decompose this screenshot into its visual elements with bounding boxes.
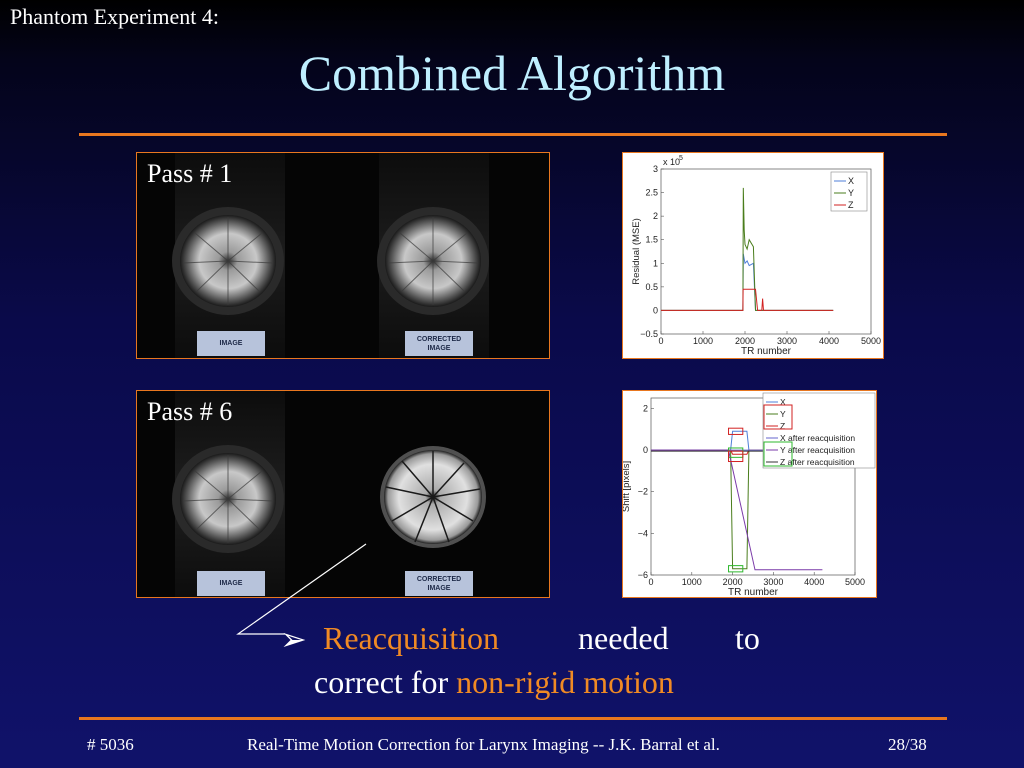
legend-label: Y after reacquisition bbox=[780, 445, 855, 455]
pass-label: Pass # 1 bbox=[147, 159, 233, 188]
legend-label: Z bbox=[780, 421, 785, 431]
x-tick-label: 4000 bbox=[819, 336, 839, 346]
bullet-arrow: ➢ bbox=[280, 621, 307, 657]
legend-label: Z after reacquisition bbox=[780, 457, 855, 467]
highlight-box bbox=[728, 427, 744, 435]
x-tick-label: 4000 bbox=[804, 577, 824, 587]
x-tick-label: 1000 bbox=[693, 336, 713, 346]
legend-label: X after reacquisition bbox=[780, 433, 855, 443]
bullet-prefix: correct for bbox=[314, 664, 457, 700]
x-tick-label: 2000 bbox=[723, 577, 743, 587]
tag-line-1: CORRECTED bbox=[416, 575, 462, 583]
y-tick-label: −2 bbox=[638, 487, 648, 497]
y-multiplier-label: x 10 bbox=[663, 157, 680, 167]
bullet-word-to: to bbox=[735, 620, 760, 656]
y-tick-label: 1.5 bbox=[645, 235, 658, 245]
x-tick-label: 0 bbox=[658, 336, 663, 346]
x-axis-label: TR number bbox=[741, 346, 792, 357]
bullet-word-needed: needed bbox=[578, 620, 669, 656]
image-tag: IMAGE bbox=[197, 331, 265, 356]
bullet-highlight-nonrigid: non-rigid motion bbox=[456, 664, 674, 700]
y-exponent-label: 5 bbox=[679, 155, 683, 162]
residual-plot-svg: 0 1000 2000 3000 4000 5000−0.500.511.522.53TR… bbox=[631, 155, 881, 357]
highlight-box bbox=[728, 450, 744, 463]
bullet-highlight-reacquisition: Reacquisition bbox=[323, 620, 499, 656]
shift-plot-svg: 0 1000 2000 3000 4000 5000 −6 −4 −2 0 2 TR number Sh… bbox=[621, 392, 876, 598]
x-tick-label: 3000 bbox=[777, 336, 797, 346]
y-tick-label: 0.5 bbox=[645, 282, 658, 292]
legend-label: Z bbox=[848, 200, 854, 210]
mri-panel-pass-1: Pass # 1 IMAGE CORRECTED IMAGE bbox=[136, 152, 550, 359]
footer-id: # 5036 bbox=[87, 735, 134, 754]
mri-image-pass-1 bbox=[137, 153, 549, 358]
y-tick-label: −0.5 bbox=[640, 329, 658, 339]
corrected-image-tag: CORRECTED IMAGE bbox=[405, 571, 473, 596]
legend-label: Y bbox=[848, 188, 854, 198]
bottom-divider bbox=[79, 717, 947, 720]
mri-image-pass-6 bbox=[137, 391, 549, 597]
residual-plot: 0 1000 2000 3000 4000 5000 −0.5 0 0.5 1 1.5 2 2.5 3 TR… bbox=[622, 152, 884, 359]
pass-label: Pass # 6 bbox=[147, 397, 233, 426]
series-line-y bbox=[661, 187, 834, 311]
y-tick-label: 0 bbox=[653, 305, 658, 315]
series-line-z bbox=[661, 288, 834, 311]
page-number: 28/38 bbox=[888, 735, 927, 754]
x-tick-label: 5000 bbox=[845, 577, 865, 587]
corrected-image-tag: CORRECTED IMAGE bbox=[405, 331, 473, 356]
y-axis-label: Residual (MSE) bbox=[631, 218, 642, 285]
y-tick-label: 2.5 bbox=[645, 188, 658, 198]
tag-line-1: CORRECTED bbox=[416, 335, 462, 343]
legend-label: X bbox=[780, 397, 786, 407]
legend-label: X bbox=[848, 176, 854, 186]
slide-title: Combined Algorithm bbox=[298, 45, 726, 101]
slide-subtitle: Phantom Experiment 4: bbox=[10, 4, 219, 29]
footer-citation: Real-Time Motion Correction for Larynx I… bbox=[247, 735, 720, 754]
legend-highlight-green bbox=[763, 441, 793, 467]
mri-panel-pass-6: Pass # 6 IMAGE CORRECTED IMAGE bbox=[136, 390, 550, 598]
highlight-box bbox=[728, 565, 744, 573]
x-tick-label: 5000 bbox=[861, 336, 881, 346]
bullet-line-2: correct for non-rigid motion bbox=[314, 664, 674, 701]
y-tick-label: 0 bbox=[643, 445, 648, 455]
top-divider bbox=[79, 133, 947, 136]
y-tick-label: −6 bbox=[638, 570, 648, 580]
y-tick-label: 3 bbox=[653, 164, 658, 174]
image-tag: IMAGE bbox=[197, 571, 265, 596]
shift-plot: 0 1000 2000 3000 4000 5000 −6 −4 −2 0 2 TR number Sh… bbox=[621, 390, 877, 598]
legend-highlight-red bbox=[763, 404, 793, 430]
x-tick-label: 1000 bbox=[682, 577, 702, 587]
y-tick-label: 2 bbox=[653, 211, 658, 221]
x-tick-label: 2000 bbox=[735, 336, 755, 346]
y-tick-label: 1 bbox=[653, 258, 658, 268]
y-tick-label: −4 bbox=[638, 528, 648, 538]
x-tick-label: 3000 bbox=[763, 577, 783, 587]
x-axis-label: TR number bbox=[728, 587, 779, 597]
tag-line-2: IMAGE bbox=[427, 584, 451, 592]
y-tick-label: 2 bbox=[643, 403, 648, 413]
x-tick-label: 0 bbox=[648, 577, 653, 587]
legend-label: Y bbox=[780, 409, 786, 419]
y-axis-label: Shift [pixels] bbox=[623, 461, 632, 512]
tag-line-2: IMAGE bbox=[427, 344, 451, 352]
series-line-y-after-reacquisition bbox=[651, 449, 823, 571]
